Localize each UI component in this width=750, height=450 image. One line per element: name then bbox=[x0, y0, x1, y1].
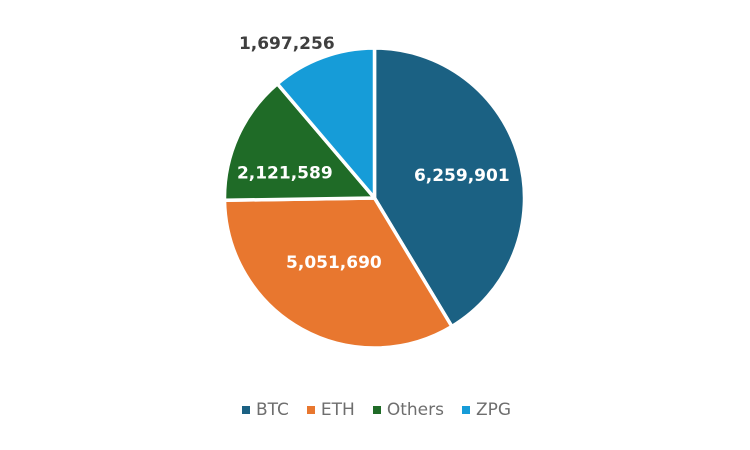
legend-item-label: ETH bbox=[320, 400, 355, 420]
legend-marker-fill bbox=[241, 406, 250, 415]
chart-legend: BTC ETH Others ZPG bbox=[0, 400, 750, 420]
legend-item-btc: BTC bbox=[238, 400, 289, 420]
legend-item-others: Others bbox=[369, 400, 444, 420]
legend-item-eth: ETH bbox=[303, 400, 355, 420]
legend-marker bbox=[303, 403, 318, 418]
legend-marker bbox=[238, 403, 253, 418]
legend-marker-fill bbox=[306, 406, 315, 415]
data-label-zpg: 1,697,256 bbox=[239, 34, 335, 54]
pie-labels: 6,259,901 5,051,690 2,121,589 1,697,256 bbox=[237, 34, 510, 273]
legend-item-label: BTC bbox=[255, 400, 289, 420]
pie-slice-zpg bbox=[275, 46, 377, 200]
data-label-btc: 6,259,901 bbox=[414, 166, 510, 186]
pie-slice-eth bbox=[222, 196, 454, 350]
legend-item-label: Others bbox=[386, 400, 444, 420]
data-label-others: 2,121,589 bbox=[237, 163, 333, 183]
legend-item-label: ZPG bbox=[475, 400, 512, 420]
legend-marker bbox=[369, 403, 384, 418]
legend-marker bbox=[458, 403, 473, 418]
legend-marker-fill bbox=[461, 406, 470, 415]
pie-slice-others bbox=[222, 81, 377, 203]
legend-marker-fill bbox=[372, 406, 381, 415]
pie-slices bbox=[222, 46, 527, 350]
legend-item-zpg: ZPG bbox=[458, 400, 512, 420]
data-label-eth: 5,051,690 bbox=[286, 253, 382, 273]
